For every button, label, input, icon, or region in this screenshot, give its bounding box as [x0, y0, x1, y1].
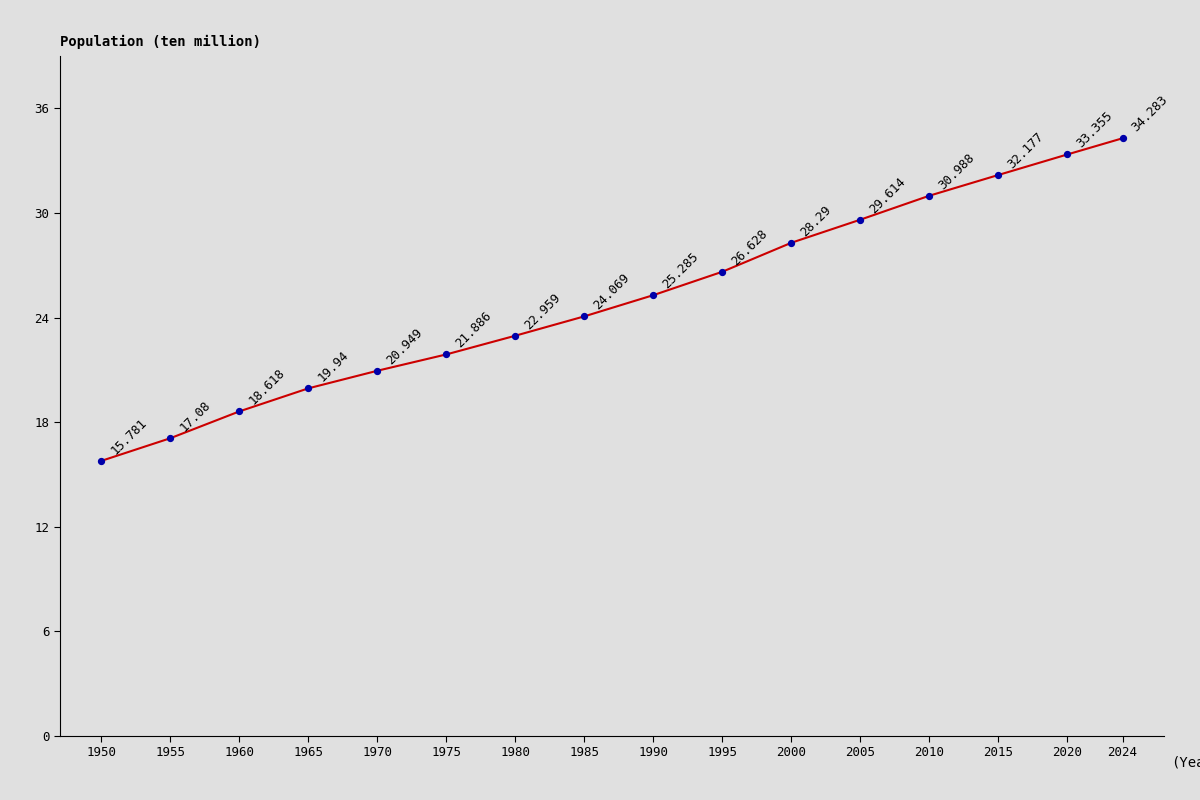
Text: 34.283: 34.283	[1129, 94, 1170, 134]
Text: (Year): (Year)	[1171, 755, 1200, 770]
Text: 19.94: 19.94	[316, 349, 352, 384]
Text: 24.069: 24.069	[592, 271, 632, 312]
Point	[367, 364, 386, 377]
Text: 17.08: 17.08	[178, 398, 214, 434]
Point	[1057, 148, 1076, 161]
Text: 22.959: 22.959	[522, 290, 563, 332]
Point	[91, 454, 110, 467]
Text: 32.177: 32.177	[1006, 130, 1046, 171]
Point	[919, 190, 938, 202]
Text: 30.988: 30.988	[936, 150, 977, 192]
Point	[1112, 132, 1132, 145]
Text: 20.949: 20.949	[384, 326, 425, 366]
Text: 26.628: 26.628	[730, 226, 770, 268]
Text: 29.614: 29.614	[868, 174, 908, 216]
Point	[713, 266, 732, 278]
Point	[229, 405, 248, 418]
Point	[643, 289, 662, 302]
Point	[781, 236, 800, 249]
Point	[161, 432, 180, 445]
Point	[505, 330, 524, 342]
Text: 18.618: 18.618	[246, 366, 287, 407]
Point	[851, 214, 870, 226]
Point	[299, 382, 318, 394]
Text: 21.886: 21.886	[454, 310, 494, 350]
Point	[575, 310, 594, 322]
Text: Population (ten million): Population (ten million)	[60, 35, 262, 50]
Text: 25.285: 25.285	[660, 250, 701, 291]
Point	[989, 169, 1008, 182]
Text: 33.355: 33.355	[1074, 110, 1115, 150]
Point	[437, 348, 456, 361]
Text: 28.29: 28.29	[798, 203, 834, 238]
Text: 15.781: 15.781	[108, 416, 149, 457]
